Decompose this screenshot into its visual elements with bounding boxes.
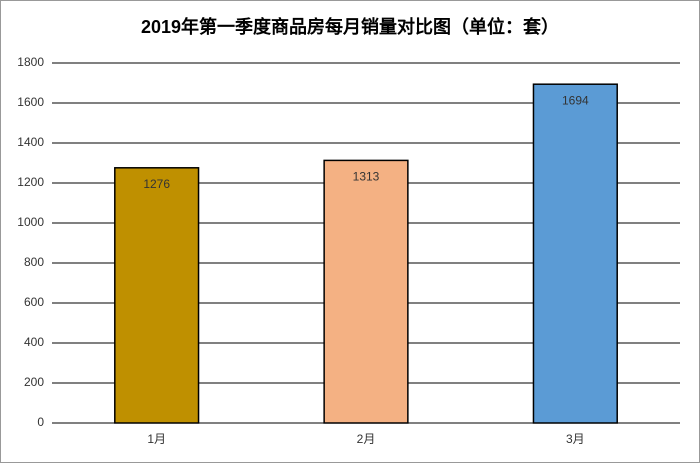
x-tick-label: 1月 [147,432,166,446]
y-tick-label: 1800 [17,55,44,69]
x-tick-label: 3月 [566,432,585,446]
data-label: 1694 [562,93,589,107]
y-tick-label: 1000 [17,215,44,229]
y-tick-label: 1200 [17,175,44,189]
bar [532,83,618,424]
y-tick-label: 800 [24,255,44,269]
y-tick-label: 200 [24,375,44,389]
y-tick-label: 1400 [17,135,44,149]
x-tick-label: 2月 [357,432,376,446]
bar [114,167,200,424]
bar [323,159,409,424]
y-tick-label: 1600 [17,95,44,109]
y-tick-label: 0 [37,415,44,429]
y-tick-label: 400 [24,335,44,349]
y-tick-label: 600 [24,295,44,309]
data-label: 1276 [143,177,170,191]
data-label: 1313 [353,170,380,184]
chart-title: 2019年第一季度商品房每月销量对比图（单位：套） [141,16,559,37]
